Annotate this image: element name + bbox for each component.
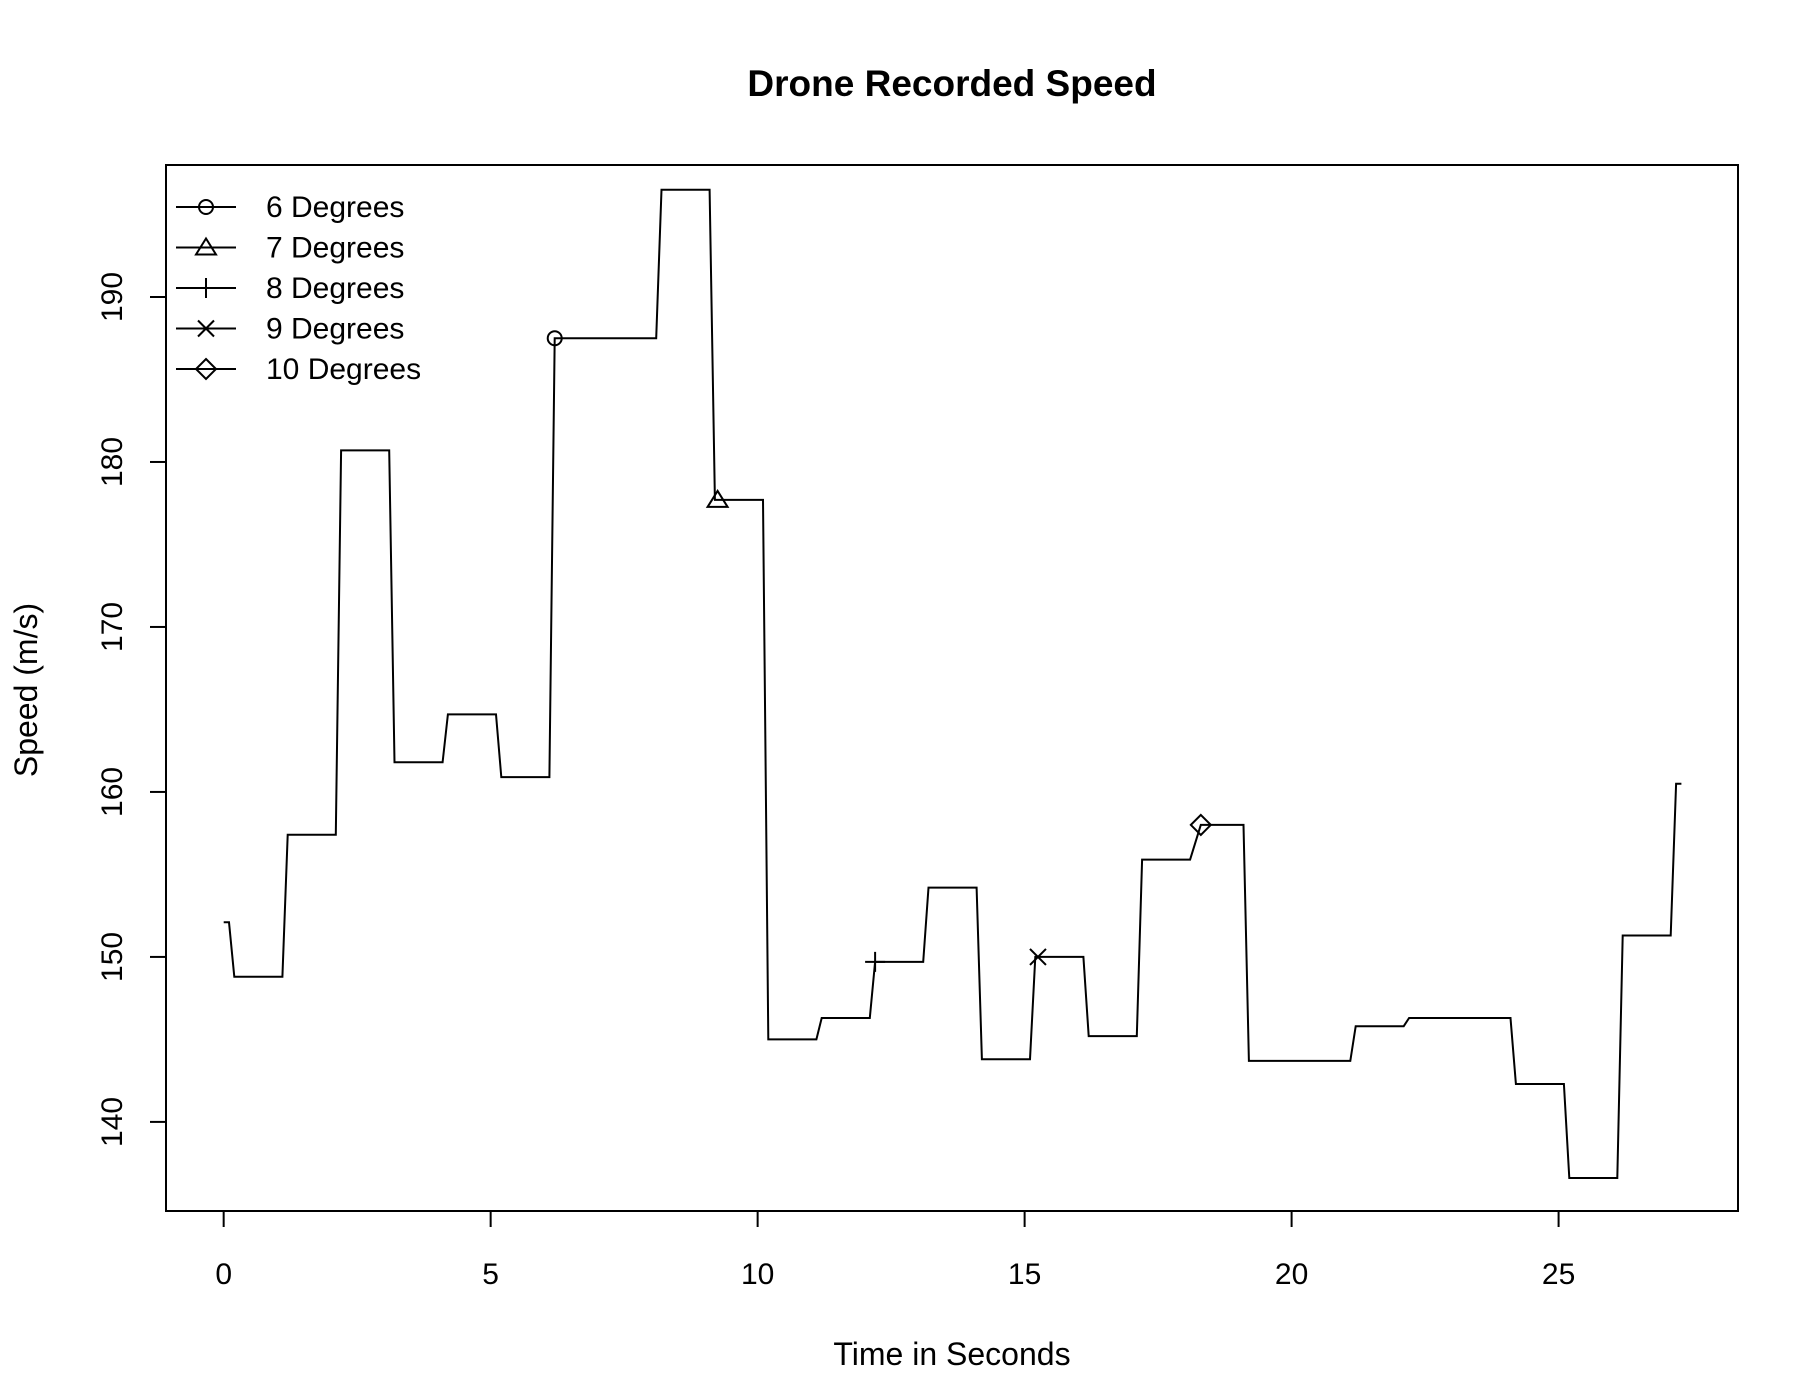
diamond-marker (1189, 813, 1213, 837)
x-tick-label: 20 (1275, 1258, 1308, 1291)
legend-label: 10 Degrees (266, 353, 421, 386)
legend-cross-marker (197, 319, 215, 338)
legend: 6 Degrees 7 Degrees 8 Degrees 9 Degrees 10 D… (176, 191, 421, 386)
plus-marker (865, 951, 886, 972)
chart-title: Drone Recorded Speed (747, 63, 1156, 104)
y-axis-label: Speed (m/s) (8, 603, 44, 777)
y-tick-label: 180 (96, 437, 129, 487)
legend-plus-marker (196, 278, 216, 298)
legend-label: 7 Degrees (266, 232, 404, 265)
x-tick-label: 5 (482, 1258, 499, 1291)
series-layer (223, 188, 1682, 1179)
y-tick-label: 140 (96, 1097, 129, 1147)
y-tick-label: 150 (96, 932, 129, 982)
cross-marker (1029, 948, 1047, 966)
circle-marker (546, 330, 563, 347)
legend-label: 8 Degrees (266, 272, 404, 305)
legend-diamond-marker (194, 357, 218, 381)
legend-triangle-marker (194, 236, 218, 256)
y-tick-label: 170 (96, 602, 129, 652)
y-axis: 140 150 160 170 180 190 (96, 272, 167, 1147)
x-axis-label: Time in Seconds (833, 1336, 1070, 1372)
x-tick-label: 15 (1008, 1258, 1041, 1291)
legend-label: 9 Degrees (266, 313, 404, 346)
x-axis: 0 5 10 15 20 25 (215, 1210, 1575, 1291)
x-tick-label: 10 (741, 1258, 774, 1291)
legend-circle-marker (198, 199, 214, 215)
x-tick-label: 25 (1542, 1258, 1575, 1291)
legend-label: 6 Degrees (266, 191, 404, 224)
x-tick-label: 0 (215, 1258, 232, 1291)
y-tick-label: 160 (96, 767, 129, 817)
series-line (223, 188, 1682, 1179)
triangle-marker (705, 489, 730, 508)
marker-layer (546, 330, 1213, 972)
y-tick-label: 190 (96, 272, 129, 322)
